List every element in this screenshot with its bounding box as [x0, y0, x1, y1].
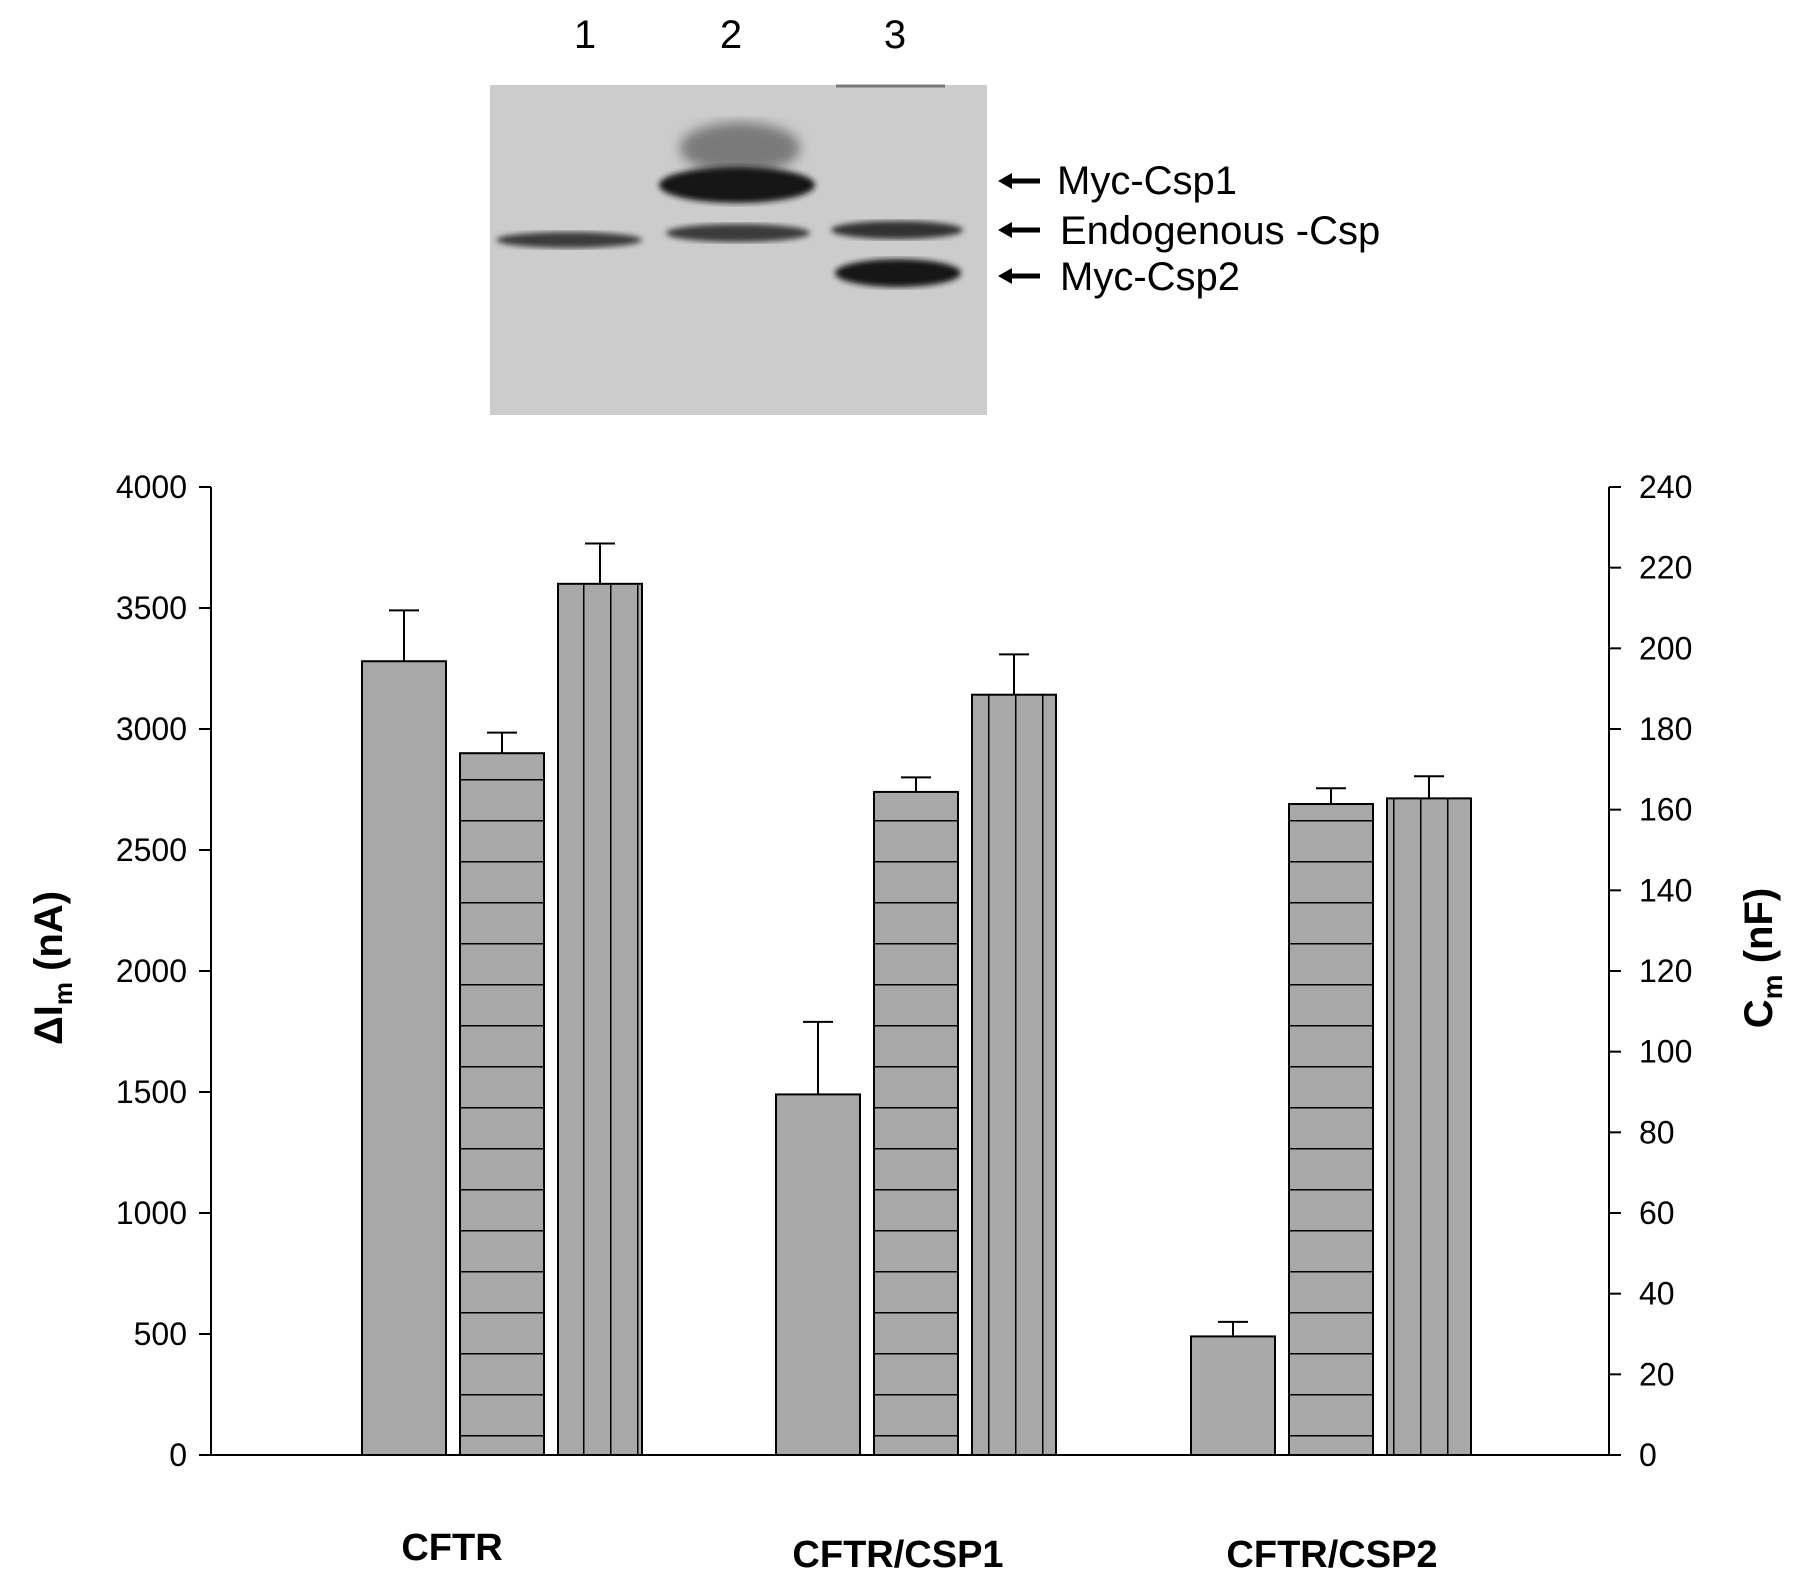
left-tick-label: 2500	[116, 832, 187, 868]
error-bar	[803, 1020, 833, 1095]
band-myc-csp2-lane-3	[835, 259, 961, 287]
right-axis-title: Cm (nF)	[1737, 888, 1788, 1028]
error-bar	[999, 653, 1029, 695]
bar-solid-3	[1190, 1335, 1276, 1457]
bar-horizontal-stripes-1	[459, 752, 545, 1456]
band-endogenous-lane-3	[831, 221, 963, 239]
error-bar	[901, 776, 931, 792]
error-bar	[1316, 787, 1346, 805]
label-myc-csp2: Myc-Csp2	[1060, 255, 1240, 299]
left-tick-label: 1500	[116, 1074, 187, 1110]
left-tick-label: 2000	[116, 953, 187, 989]
lane-3-number: 3	[884, 13, 906, 57]
arrow-icon	[998, 173, 1040, 189]
lane-1-number: 1	[574, 13, 596, 57]
error-bar	[585, 542, 615, 584]
right-tick-label: 240	[1639, 469, 1692, 505]
left-tick-label: 4000	[116, 469, 187, 505]
left-tick-label: 3500	[116, 590, 187, 626]
bar-chart: 0 500 1000 1500 2000 2500 3000 3500 4000 0 20 40 60…	[27, 469, 1788, 1575]
bar-horizontal-stripes-2	[873, 790, 959, 1456]
band-endogenous-lane-1	[496, 232, 642, 248]
left-axis-ticks: 0 500 1000 1500 2000 2500 3000 3500 4000	[116, 469, 211, 1473]
lane-2-number: 2	[720, 13, 742, 57]
bar-solid-2	[775, 1093, 861, 1457]
right-tick-label: 80	[1639, 1114, 1675, 1150]
right-tick-label: 20	[1639, 1356, 1675, 1392]
bar-vertical-stripes-3	[1386, 797, 1472, 1456]
right-tick-label: 60	[1639, 1195, 1675, 1231]
right-tick-label: 220	[1639, 550, 1692, 586]
arrow-icon	[998, 222, 1040, 238]
left-tick-label: 500	[134, 1316, 187, 1352]
western-blot: 1 2 3 Myc-Csp1 Endogenous -Csp Myc-Csp2	[490, 13, 1380, 415]
band-endogenous-lane-2	[666, 224, 810, 242]
right-tick-label: 40	[1639, 1276, 1675, 1312]
arrow-icon	[998, 268, 1040, 284]
bar-vertical-stripes-2	[971, 693, 1057, 1456]
bar-vertical-stripes-1	[557, 582, 643, 1456]
right-tick-label: 200	[1639, 630, 1692, 666]
right-tick-label: 140	[1639, 872, 1692, 908]
left-axis-title: ΔIm (nA)	[27, 891, 78, 1045]
error-bar	[1414, 775, 1444, 799]
category-label-cftr-csp1: CFTR/CSP1	[792, 1534, 1003, 1575]
bars	[361, 542, 1472, 1457]
right-tick-label: 100	[1639, 1034, 1692, 1070]
bar-solid-1	[361, 660, 447, 1456]
error-bar	[487, 731, 517, 754]
right-tick-label: 120	[1639, 953, 1692, 989]
band-myc-csp1-lane-2	[659, 167, 815, 203]
left-tick-label: 3000	[116, 711, 187, 747]
left-tick-label: 0	[169, 1437, 187, 1473]
label-myc-csp1: Myc-Csp1	[1057, 159, 1237, 203]
error-bar	[389, 609, 419, 662]
category-label-cftr: CFTR	[401, 1527, 502, 1569]
right-tick-label: 0	[1639, 1437, 1657, 1473]
left-tick-label: 1000	[116, 1195, 187, 1231]
bar-horizontal-stripes-3	[1288, 803, 1374, 1456]
error-bar	[1218, 1320, 1248, 1337]
label-endogenous-csp: Endogenous -Csp	[1060, 209, 1380, 253]
right-tick-label: 180	[1639, 711, 1692, 747]
right-tick-label: 160	[1639, 792, 1692, 828]
lane-2-smear	[680, 122, 800, 174]
right-axis-ticks: 0 20 40 60 80 100 120 140 160 180 200 220 240	[1609, 469, 1692, 1473]
category-label-cftr-csp2: CFTR/CSP2	[1226, 1534, 1437, 1575]
